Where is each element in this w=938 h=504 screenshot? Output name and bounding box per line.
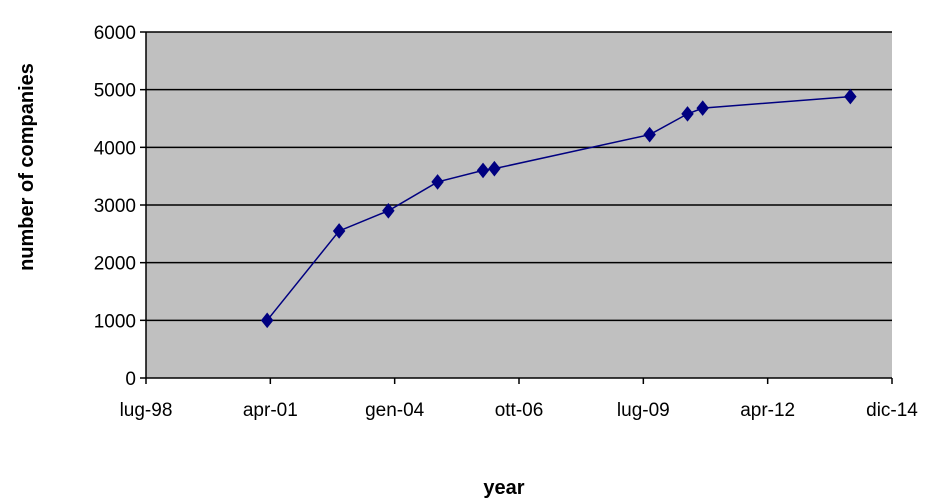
y-tick-label: 5000 [94, 81, 136, 102]
y-tick-label: 0 [125, 369, 136, 390]
y-axis-ticks: 0 1000 2000 3000 4000 5000 6000 [94, 23, 146, 390]
data-point-marker [382, 202, 395, 219]
data-point-marker [476, 162, 490, 179]
y-tick-label: 6000 [94, 23, 136, 44]
data-point-marker [643, 126, 656, 143]
data-point-marker [260, 312, 274, 329]
data-point-marker [681, 106, 694, 122]
data-point-marker [488, 160, 501, 177]
y-tick-label: 1000 [94, 311, 136, 332]
y-tick-label: 2000 [94, 254, 136, 275]
series-layer [260, 88, 857, 329]
x-tick-label: dic-14 [866, 400, 918, 421]
x-tick-label: gen-04 [365, 400, 425, 421]
x-axis-ticks: lug-98 apr-01 gen-04 ott-06 lug-09 apr-12 dic-… [120, 378, 918, 421]
series-line [266, 95, 851, 321]
x-tick-label: lug-98 [120, 400, 173, 421]
data-point-marker [844, 88, 857, 105]
x-axis-title: year [483, 477, 524, 499]
data-point-marker [332, 223, 346, 239]
y-tick-label: 4000 [94, 138, 136, 159]
y-tick-label: 3000 [94, 196, 136, 217]
y-axis-title: number of companies [16, 63, 38, 271]
x-tick-label: apr-01 [243, 400, 298, 421]
data-point-marker [696, 100, 709, 116]
x-tick-label: ott-06 [495, 400, 544, 421]
x-tick-label: apr-12 [740, 400, 795, 421]
x-tick-label: lug-09 [617, 400, 670, 421]
data-point-marker [431, 174, 444, 190]
